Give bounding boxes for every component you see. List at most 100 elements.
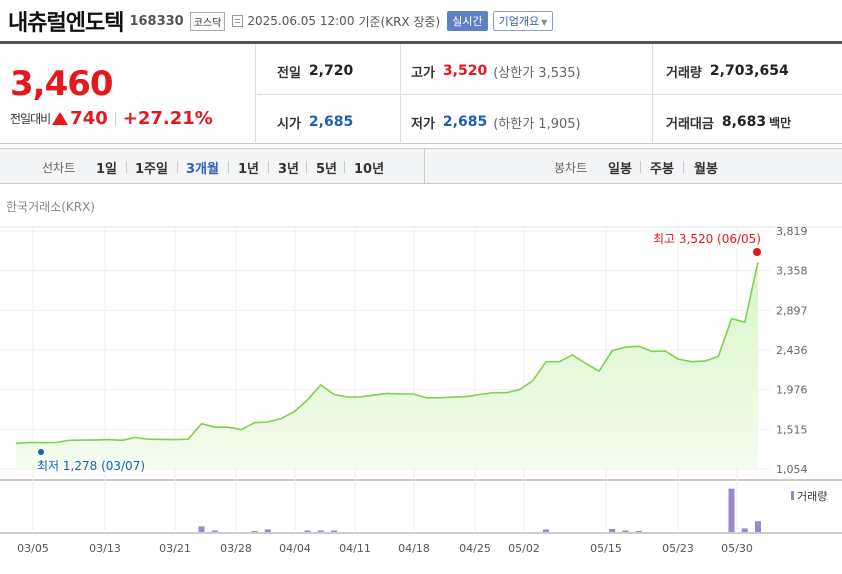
volume-label: 거래량 <box>666 65 702 81</box>
volume-bar <box>609 528 616 532</box>
price-panel: 3,460 전일대비 740 +27.21% <box>0 44 256 144</box>
x-tick-label: 05/02 <box>508 542 540 555</box>
low-cell: 저가 2,685 (하한가 1,905) <box>411 112 581 132</box>
y-tick-label: 2,897 <box>776 304 808 317</box>
candle-chart-label: 봉차트 <box>554 161 588 175</box>
high-marker <box>753 248 761 256</box>
x-tick-label: 04/18 <box>398 542 430 555</box>
stock-name: 내츄럴엔도텍 <box>8 11 124 36</box>
divider <box>114 111 116 126</box>
divider <box>683 161 684 173</box>
amount-label: 거래대금 <box>666 116 714 132</box>
amount-cell: 거래대금 8,683 백만 <box>666 112 791 132</box>
quote-box: 3,460 전일대비 740 +27.21% 전일 2,720 고가 3,520… <box>0 41 842 144</box>
candle-weekly[interactable]: 주봉 <box>650 162 674 177</box>
y-tick-label: 2,436 <box>776 344 808 357</box>
volume-bar <box>304 530 311 532</box>
change-percent: +27.21% <box>122 108 213 129</box>
current-price: 3,460 <box>10 64 114 104</box>
open-value: 2,685 <box>308 114 354 130</box>
divider <box>344 161 345 173</box>
x-tick-label: 03/05 <box>17 542 49 555</box>
divider <box>652 44 653 144</box>
volume-bar <box>317 530 324 532</box>
chevron-down-icon: ▼ <box>541 18 548 27</box>
x-tick-label: 03/21 <box>159 542 191 555</box>
x-tick-label: 05/23 <box>662 542 694 555</box>
open-label: 시가 <box>277 116 301 132</box>
change-row: 전일대비 740 +27.21% <box>10 108 213 129</box>
volume-value: 2,703,654 <box>709 63 789 79</box>
realtime-button[interactable]: 실시간 <box>447 11 488 31</box>
x-tick-label: 05/15 <box>590 542 622 555</box>
period-3m[interactable]: 3개월 <box>186 162 219 177</box>
quote-basis: 기준(KRX 장중) <box>358 14 441 29</box>
price-area <box>16 261 758 469</box>
x-tick-label: 05/30 <box>721 542 753 555</box>
volume-cell: 거래량 2,703,654 <box>666 61 789 81</box>
period-1y[interactable]: 1년 <box>238 162 260 177</box>
up-arrow-icon <box>52 112 69 125</box>
divider <box>177 161 178 173</box>
volume-bar <box>755 521 761 532</box>
candle-monthly[interactable]: 월봉 <box>694 162 718 177</box>
volume-bar <box>331 530 337 532</box>
stock-header: 내츄럴엔도텍 168330 코스닥 2025.06.05 12:00 기준(KR… <box>8 6 554 36</box>
y-tick-label: 1,054 <box>776 463 808 476</box>
company-overview-label: 기업개요 <box>498 15 540 28</box>
amount-unit: 백만 <box>769 115 792 130</box>
market-badge: 코스닥 <box>189 11 226 31</box>
prev-close-cell: 전일 2,720 <box>277 61 353 81</box>
volume-legend-label: 거래량 <box>797 490 827 503</box>
period-bar: 선차트 1일 1주일 3개월 1년 3년 5년 10년 봉차트 일봉 주봉 월봉 <box>0 148 842 184</box>
divider <box>126 161 127 173</box>
high-cell: 고가 3,520 (상한가 3,535) <box>411 61 581 81</box>
prev-close-label: 전일 <box>277 65 301 81</box>
y-tick-label: 3,819 <box>776 225 808 238</box>
low-annotation: 최저 1,278 (03/07) <box>37 459 145 473</box>
x-tick-label: 04/04 <box>279 542 311 555</box>
line-chart-label: 선차트 <box>42 161 76 175</box>
x-tick-label: 04/25 <box>459 542 491 555</box>
period-10y[interactable]: 10년 <box>354 162 385 177</box>
volume-bar <box>251 530 258 532</box>
low-marker <box>38 449 44 455</box>
high-value: 3,520 <box>442 63 488 79</box>
period-5y[interactable]: 5년 <box>316 162 338 177</box>
volume-bar <box>543 529 549 532</box>
x-tick-label: 04/11 <box>339 542 371 555</box>
divider <box>306 161 307 173</box>
change-value: 740 <box>70 108 108 129</box>
volume-legend-swatch <box>791 491 794 500</box>
price-line <box>15 261 759 445</box>
prev-close-value: 2,720 <box>308 63 354 79</box>
exchange-label: 한국거래소(KRX) <box>6 200 95 214</box>
low-label: 저가 <box>411 116 435 132</box>
candle-daily[interactable]: 일봉 <box>608 162 632 177</box>
divider <box>424 149 425 183</box>
low-value: 2,685 <box>442 114 488 130</box>
period-1w[interactable]: 1주일 <box>135 162 168 177</box>
volume-bar <box>264 529 271 532</box>
divider <box>400 44 401 144</box>
divider <box>257 94 842 95</box>
volume-bar <box>741 528 748 532</box>
volume-bar <box>728 488 735 532</box>
divider <box>228 161 229 173</box>
divider <box>640 161 641 173</box>
lower-limit: (하한가 1,905) <box>493 116 581 132</box>
open-cell: 시가 2,685 <box>277 112 353 132</box>
period-1d[interactable]: 1일 <box>96 162 118 177</box>
period-3y[interactable]: 3년 <box>278 162 300 177</box>
volume-bar <box>622 530 629 532</box>
divider <box>268 161 269 173</box>
volume-bar <box>198 526 205 532</box>
x-tick-label: 03/28 <box>220 542 252 555</box>
document-icon[interactable] <box>232 15 244 27</box>
company-overview-dropdown[interactable]: 기업개요 ▼ <box>492 11 554 31</box>
quote-datetime: 2025.06.05 12:00 <box>247 14 355 28</box>
y-tick-label: 3,358 <box>776 265 808 278</box>
high-label: 고가 <box>411 65 435 81</box>
volume-bar <box>635 530 642 532</box>
